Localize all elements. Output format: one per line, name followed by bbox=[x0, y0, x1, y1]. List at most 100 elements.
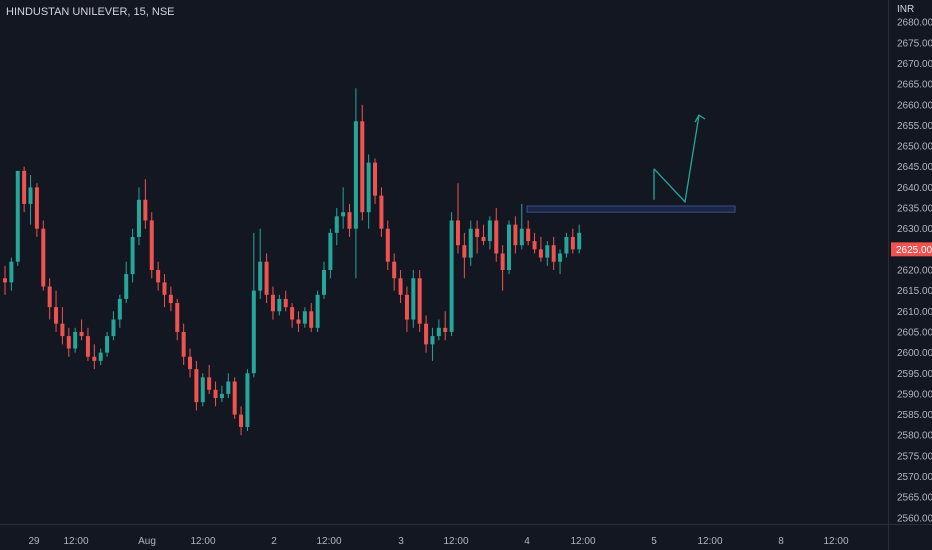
candle bbox=[188, 348, 193, 378]
candle bbox=[411, 270, 416, 328]
candle bbox=[398, 270, 403, 304]
candle bbox=[194, 360, 199, 411]
time-tick-label: 5 bbox=[651, 536, 657, 547]
candle-body bbox=[302, 311, 307, 324]
candle bbox=[213, 381, 218, 407]
candle-body bbox=[564, 236, 569, 254]
candle bbox=[175, 298, 180, 341]
candle-body bbox=[79, 331, 84, 337]
price-tick-label: 2590.00 bbox=[897, 389, 932, 400]
candle-body bbox=[245, 373, 250, 427]
candle bbox=[385, 220, 390, 270]
candle-body bbox=[526, 228, 531, 242]
candle-body bbox=[15, 170, 20, 262]
candle-body bbox=[136, 199, 141, 237]
time-tick-label: 12:00 bbox=[570, 536, 595, 547]
price-tick-label: 2600.00 bbox=[897, 348, 932, 359]
candle-body bbox=[424, 323, 429, 345]
candle bbox=[117, 294, 122, 328]
candle bbox=[245, 369, 250, 432]
price-tick-label: 2665.00 bbox=[897, 80, 932, 91]
candle-body bbox=[398, 278, 403, 295]
arrow-head bbox=[694, 114, 706, 123]
time-tick-label: 12:00 bbox=[316, 536, 341, 547]
candle bbox=[41, 220, 46, 291]
candle bbox=[200, 373, 205, 407]
candle-body bbox=[577, 232, 582, 250]
candle bbox=[149, 212, 154, 279]
last-price-bg bbox=[891, 242, 932, 257]
candle bbox=[360, 104, 365, 221]
candle bbox=[22, 166, 27, 213]
candle-body bbox=[366, 162, 371, 213]
candle-body bbox=[85, 336, 90, 357]
candle bbox=[60, 307, 65, 345]
candle-body bbox=[455, 220, 460, 246]
candle bbox=[258, 228, 263, 299]
candle-body bbox=[417, 278, 422, 324]
candle bbox=[507, 220, 512, 275]
candle bbox=[79, 319, 84, 341]
candle bbox=[366, 154, 371, 229]
candle-body bbox=[219, 393, 224, 399]
projection-arrow[interactable] bbox=[653, 114, 706, 204]
candle bbox=[156, 261, 161, 291]
candle bbox=[270, 286, 275, 320]
price-tick-label: 2575.00 bbox=[897, 451, 932, 462]
candle-body bbox=[232, 381, 237, 415]
price-tick-label: 2565.00 bbox=[897, 493, 932, 504]
candle bbox=[219, 385, 224, 403]
candle bbox=[168, 286, 173, 312]
candle bbox=[404, 286, 409, 332]
candle bbox=[143, 179, 148, 229]
candle-body bbox=[162, 282, 167, 295]
candle-body bbox=[290, 307, 295, 320]
candle-body bbox=[500, 253, 505, 270]
resistance-zone[interactable] bbox=[526, 205, 736, 213]
candle bbox=[315, 290, 320, 332]
candle-body bbox=[296, 319, 301, 324]
candle-body bbox=[558, 253, 563, 262]
price-tick-label: 2560.00 bbox=[897, 513, 932, 524]
candle-body bbox=[309, 311, 314, 328]
candle bbox=[290, 303, 295, 328]
candle-body bbox=[519, 228, 524, 246]
candle bbox=[207, 364, 212, 394]
candle-body bbox=[264, 261, 269, 295]
candle bbox=[98, 348, 103, 365]
candle bbox=[519, 203, 524, 250]
candle-body bbox=[315, 294, 320, 328]
candle bbox=[334, 208, 339, 246]
price-tick-label: 2615.00 bbox=[897, 286, 932, 297]
currency-label: INR bbox=[897, 4, 915, 15]
candle bbox=[373, 158, 378, 204]
candle-body bbox=[117, 298, 122, 320]
candle-body bbox=[60, 323, 65, 337]
candle-body bbox=[270, 294, 275, 312]
candle bbox=[468, 220, 473, 266]
candle bbox=[47, 278, 52, 320]
candle bbox=[296, 311, 301, 332]
candle-body bbox=[404, 294, 409, 320]
time-tick-label: 8 bbox=[778, 536, 784, 547]
last-price-text: 2625.00 bbox=[896, 245, 932, 256]
candle-body bbox=[277, 298, 282, 312]
candle-body bbox=[105, 336, 110, 353]
candle-body bbox=[92, 356, 97, 361]
candle bbox=[481, 224, 486, 246]
candle bbox=[9, 257, 14, 291]
candle bbox=[564, 232, 569, 258]
time-axis[interactable]: 29 12:00 Aug 12:00 2 12:00 3 12:00 4 12:00 5 12:00 8… bbox=[0, 524, 932, 548]
candle bbox=[85, 327, 90, 361]
price-tick-label: 2670.00 bbox=[897, 59, 932, 70]
candle bbox=[392, 253, 397, 291]
price-tick-label: 2630.00 bbox=[897, 224, 932, 235]
zone-rect[interactable] bbox=[526, 205, 736, 213]
candle-body bbox=[9, 261, 14, 283]
candle-body bbox=[513, 224, 518, 246]
candle bbox=[277, 294, 282, 316]
price-axis[interactable]: 2680.00 2675.00 2670.00 2665.00 2660.00 2655.… bbox=[888, 0, 932, 550]
price-tick-label: 2620.00 bbox=[897, 266, 932, 277]
candle-body bbox=[156, 270, 161, 283]
